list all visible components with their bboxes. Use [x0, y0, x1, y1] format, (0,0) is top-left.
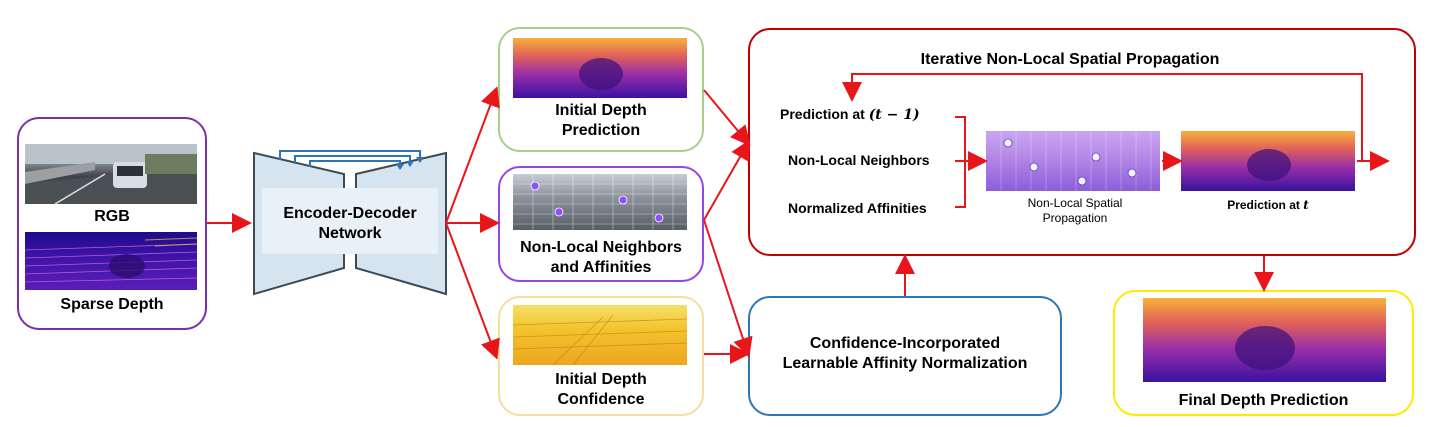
prop-input-prediction-math: (t − 1)	[868, 107, 920, 123]
arrow-neighbors-to-normalization	[703, 219, 753, 358]
confidence-label: Initial Depth Confidence	[555, 371, 647, 408]
arrow-depth-to-propagation	[703, 89, 751, 147]
prop-input-prediction-text: Prediction at	[780, 106, 865, 122]
prop-input-affinities: Normalized Affinities	[788, 200, 927, 216]
arrow-feedback-loop	[842, 73, 1363, 161]
neighbors-label: Non-Local Neighbors and Affinities	[520, 239, 682, 276]
arrow-network-to-depth	[445, 86, 500, 224]
network-label: Encoder-Decoder Network	[283, 205, 417, 242]
sparse-depth-image	[25, 232, 197, 290]
nlsp-caption: Non-Local Spatial Propagation	[1027, 196, 1123, 225]
arrow-network-to-confidence	[445, 222, 500, 360]
nlsp-pattern-icon	[1000, 131, 1152, 191]
final-car-icon	[1235, 326, 1295, 370]
confidence-image	[513, 305, 687, 365]
depth-car-icon	[579, 58, 623, 90]
neighbors-image	[513, 174, 687, 230]
prediction-t-var: t	[1303, 198, 1309, 212]
final-depth-image	[1143, 298, 1386, 382]
prop-input-neighbors: Non-Local Neighbors	[788, 152, 930, 168]
prop-input-prediction: Prediction at (t − 1)	[780, 106, 960, 125]
normalization-box	[748, 296, 1062, 416]
final-label: Final Depth Prediction	[1178, 392, 1349, 409]
sparse-depth-label: Sparse Depth	[60, 296, 164, 313]
rgb-scene-icon	[25, 144, 197, 204]
sparse-depth-pattern-icon	[25, 237, 197, 283]
initial-depth-label: Initial Depth Prediction	[555, 102, 647, 139]
prediction-t-caption: Prediction at t	[1196, 198, 1340, 213]
confidence-pattern-icon	[513, 314, 687, 365]
initial-depth-image	[513, 38, 687, 98]
rgb-label: RGB	[94, 208, 130, 225]
prediction-t-text: Prediction at	[1227, 198, 1300, 212]
neighbors-grid-icon	[513, 174, 687, 230]
prediction-t-car-icon	[1247, 149, 1291, 181]
propagation-title: Iterative Non-Local Spatial Propagation	[920, 51, 1220, 68]
prediction-t-image	[1181, 131, 1355, 191]
nlsp-image	[986, 131, 1160, 191]
rgb-image	[25, 144, 197, 204]
arrow-neighbors-to-propagation	[703, 139, 750, 221]
normalization-label: Confidence-Incorporated Learnable Affini…	[782, 335, 1028, 372]
